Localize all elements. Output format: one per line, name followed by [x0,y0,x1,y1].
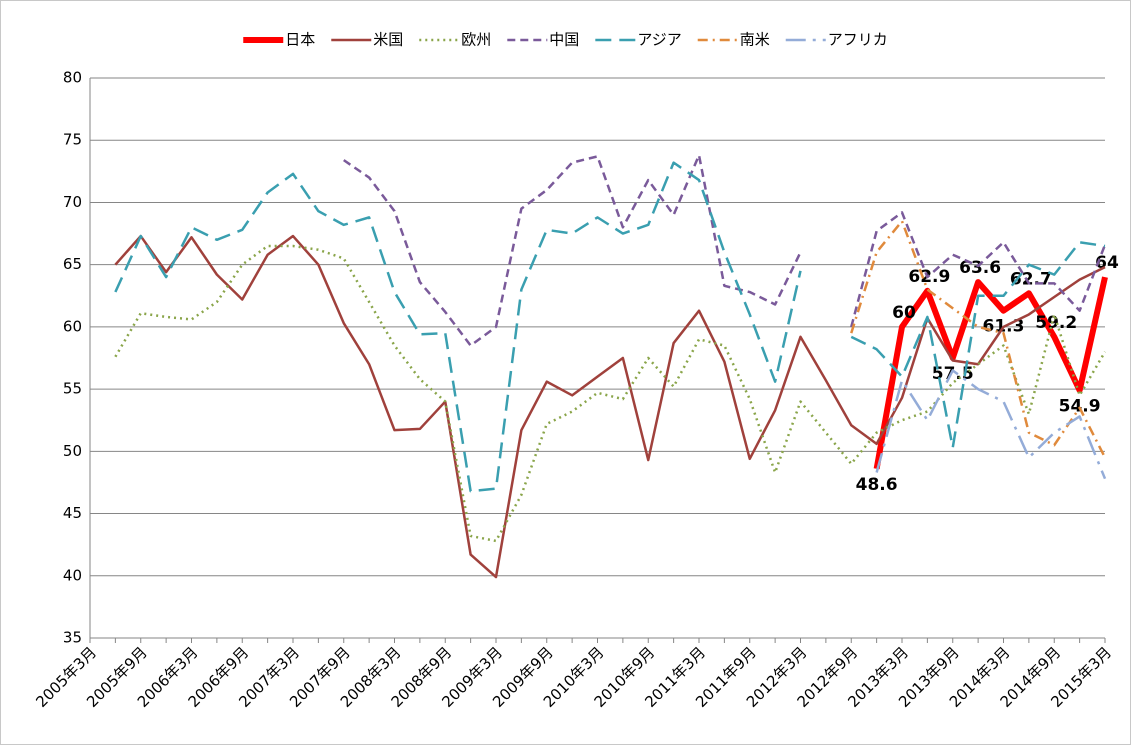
legend-label: 米国 [373,31,403,49]
y-tick-label: 50 [63,442,82,460]
legend-label: 中国 [549,31,579,49]
series-line [873,276,1108,470]
data-label: 59.2 [1035,313,1077,333]
y-tick-label: 65 [63,255,82,273]
data-label: 48.6 [856,475,898,495]
series-line [875,369,1107,480]
series-line [850,241,1106,449]
legend-label: アジア [637,31,681,49]
data-label: 54.9 [1059,396,1101,416]
y-tick-label: 70 [63,193,82,211]
y-tick-label: 80 [63,69,82,87]
y-tick-label: 55 [63,380,82,398]
y-tick-label: 45 [63,504,82,522]
legend: 日本 米国 欧州 中国 アジア 南米 アフリカ [243,31,888,49]
data-label: 60 [892,303,916,323]
y-tick-label: 35 [63,629,82,647]
y-tick-label: 60 [63,317,82,335]
legend-label: 南米 [740,31,770,49]
legend-label: 欧州 [461,31,491,49]
y-tick-label: 75 [63,131,82,149]
series-line [114,161,802,493]
legend-label: アフリカ [828,31,888,49]
series-line [850,219,1107,459]
series-line [343,153,802,347]
y-tick-label: 40 [63,566,82,584]
legend-label: 日本 [285,31,315,49]
series-line [114,234,1106,579]
series-line [850,211,1107,328]
